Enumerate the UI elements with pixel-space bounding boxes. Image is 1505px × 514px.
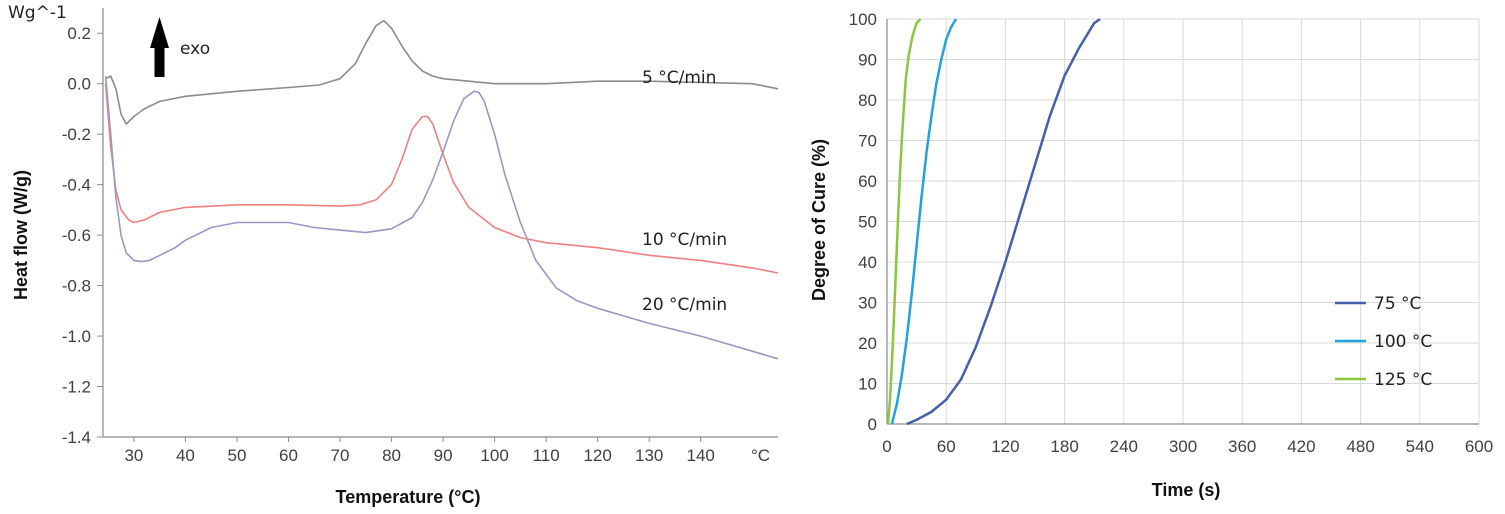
dsc-x-tick-label: 60 xyxy=(279,446,298,465)
dsc-y-tick-label: 0.2 xyxy=(67,24,91,43)
dsc-x-tick-label: 130 xyxy=(635,446,663,465)
cure-legend: 75 °C 100 °C 125 °C xyxy=(1335,294,1432,390)
dsc-x-tick-label: 110 xyxy=(533,446,560,465)
cure-x-tick-label: 240 xyxy=(1110,437,1138,456)
exo-arrow-shaft xyxy=(154,42,165,77)
dsc-x-tick-label: 140 xyxy=(687,446,715,465)
x-unit-label: °C xyxy=(751,446,770,465)
cure-gridlines xyxy=(886,18,1480,425)
cure-y-tick-label: 100 xyxy=(849,10,877,29)
cure-x-tick-label: 300 xyxy=(1169,437,1197,456)
series-label-10: 10 °C/min xyxy=(642,230,727,250)
cure-y-tick-label: 60 xyxy=(858,172,877,191)
cure-x-tick-label: 60 xyxy=(937,437,956,456)
dsc-x-tick-label: 30 xyxy=(124,446,143,465)
dsc-series-line-1 xyxy=(105,19,779,125)
cure-series-line-1 xyxy=(906,17,1101,426)
cure-x-tick-label: 420 xyxy=(1287,437,1315,456)
dsc-x-tick-label: 120 xyxy=(583,446,611,465)
series-label-20: 20 °C/min xyxy=(642,295,727,315)
cure-y-tick-label: 40 xyxy=(858,253,877,272)
dsc-y-tick-label: -0.2 xyxy=(62,125,91,144)
cure-y-tick-label: 70 xyxy=(858,132,877,151)
dsc-series-line-3 xyxy=(104,76,779,360)
cure-y-axis-title: Degree of Cure (%) xyxy=(809,139,829,301)
cure-x-tick-label: 480 xyxy=(1346,437,1374,456)
exo-arrow-icon xyxy=(150,17,169,77)
cure-y-tick-label: 10 xyxy=(858,375,877,394)
dsc-y-tick-label: -0.8 xyxy=(62,277,91,296)
cure-legend-label: 125 °C xyxy=(1374,370,1432,390)
exo-annotation: exo xyxy=(180,39,210,59)
dsc-y-tick-label: -0.6 xyxy=(62,226,91,245)
cure-x-ticks: 0 60 120 180 240 300 360 420 480 540 600 xyxy=(882,437,1493,456)
dsc-x-tick-label: 80 xyxy=(382,446,401,465)
dsc-series-lines xyxy=(104,19,779,360)
cure-x-tick-label: 180 xyxy=(1050,437,1078,456)
cure-series-line-3 xyxy=(886,18,922,425)
cure-y-ticks: 0 10 20 30 40 50 60 70 80 90 100 xyxy=(849,10,877,434)
cure-x-axis-title: Time (s) xyxy=(1152,480,1221,500)
cure-chart: 0 10 20 30 40 50 60 70 80 90 100 0 60 120 180 240 300 36… xyxy=(809,10,1493,500)
dsc-x-tick-label: 40 xyxy=(176,446,195,465)
dsc-x-tick-label: 90 xyxy=(434,446,453,465)
cure-x-tick-label: 120 xyxy=(991,437,1019,456)
dsc-y-tick-label: -1.0 xyxy=(62,327,91,346)
cure-y-tick-label: 30 xyxy=(858,294,877,313)
dsc-chart: Wg^-1 exo 0.2 0.0 -0.2 -0.4 -0.6 -0.8 -1.0 -1.2… xyxy=(8,3,779,507)
cure-legend-label: 100 °C xyxy=(1374,332,1432,352)
dsc-y-tick-label: -0.4 xyxy=(62,176,91,195)
dsc-x-tick-label: 100 xyxy=(480,446,508,465)
y-unit-label: Wg^-1 xyxy=(8,3,67,23)
dsc-y-tick-label: -1.2 xyxy=(62,378,91,397)
dsc-y-axis-title: Heat flow (W/g) xyxy=(11,170,31,300)
cure-y-tick-label: 0 xyxy=(868,415,877,434)
dsc-series-line-2 xyxy=(104,83,779,274)
cure-y-tick-label: 50 xyxy=(858,213,877,232)
cure-series-line-2 xyxy=(890,18,958,425)
cure-x-tick-label: 540 xyxy=(1406,437,1434,456)
dsc-x-tick-label: 50 xyxy=(228,446,247,465)
series-label-5: 5 °C/min xyxy=(642,68,716,88)
dsc-y-ticks: 0.2 0.0 -0.2 -0.4 -0.6 -0.8 -1.0 -1.2 -1.4 xyxy=(62,24,103,447)
dsc-y-tick-label: 0.0 xyxy=(67,75,91,94)
dsc-x-axis-title: Temperature (°C) xyxy=(336,487,481,507)
cure-x-tick-label: 600 xyxy=(1465,437,1493,456)
cure-series-lines xyxy=(886,17,1101,426)
cure-x-tick-label: 0 xyxy=(882,437,891,456)
dsc-x-tick-label: 70 xyxy=(331,446,350,465)
cure-y-tick-label: 80 xyxy=(858,91,877,110)
dsc-x-ticks: 30 40 50 60 70 80 90 100 110 120 130 140 xyxy=(124,437,715,465)
cure-x-tick-label: 360 xyxy=(1228,437,1256,456)
cure-y-tick-label: 90 xyxy=(858,51,877,70)
cure-legend-label: 75 °C xyxy=(1374,294,1421,314)
dsc-y-tick-label: -1.4 xyxy=(62,428,91,447)
exo-arrow-head xyxy=(150,17,169,48)
cure-y-tick-label: 20 xyxy=(858,334,877,353)
